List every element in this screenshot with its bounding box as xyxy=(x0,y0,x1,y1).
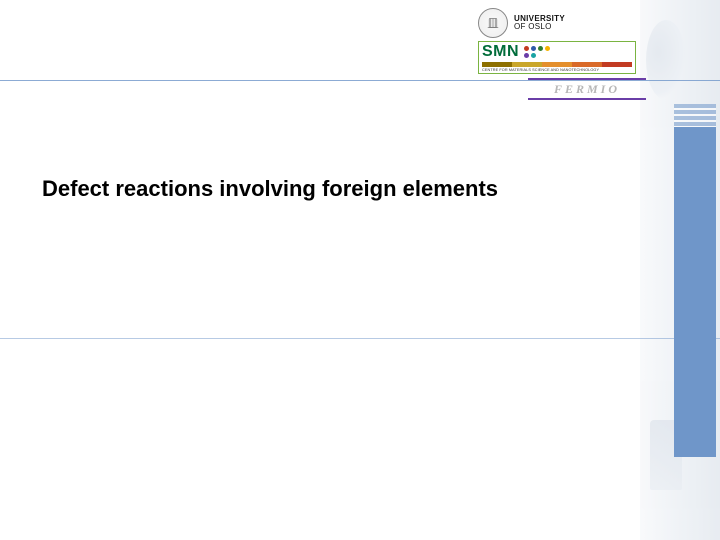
smn-bar-icon xyxy=(482,62,632,67)
fermio-text: FERMIO xyxy=(554,82,620,96)
smn-top-row: SMN xyxy=(482,44,632,60)
smn-dots-icon xyxy=(524,46,554,58)
slide: UNIVERSITY OF OSLO SMN xyxy=(0,0,720,540)
sidebar-blue-band xyxy=(674,127,716,457)
uio-line2: OF OSLO xyxy=(514,23,565,31)
uio-text: UNIVERSITY OF OSLO xyxy=(514,15,565,32)
fermio-logo: FERMIO xyxy=(528,78,646,100)
uio-logo: UNIVERSITY OF OSLO xyxy=(478,8,646,38)
smn-subtitle: CENTRE FOR MATERIALS SCIENCE AND NANOTEC… xyxy=(482,68,632,72)
uio-seal-icon xyxy=(478,8,508,38)
smn-logo: SMN CENTRE FOR MATERIALS SCIENCE AND NAN… xyxy=(478,41,636,74)
logo-cluster: UNIVERSITY OF OSLO SMN xyxy=(478,8,646,100)
lower-rule xyxy=(0,338,720,339)
slide-title: Defect reactions involving foreign eleme… xyxy=(42,176,498,202)
smn-letters: SMN xyxy=(482,44,519,60)
